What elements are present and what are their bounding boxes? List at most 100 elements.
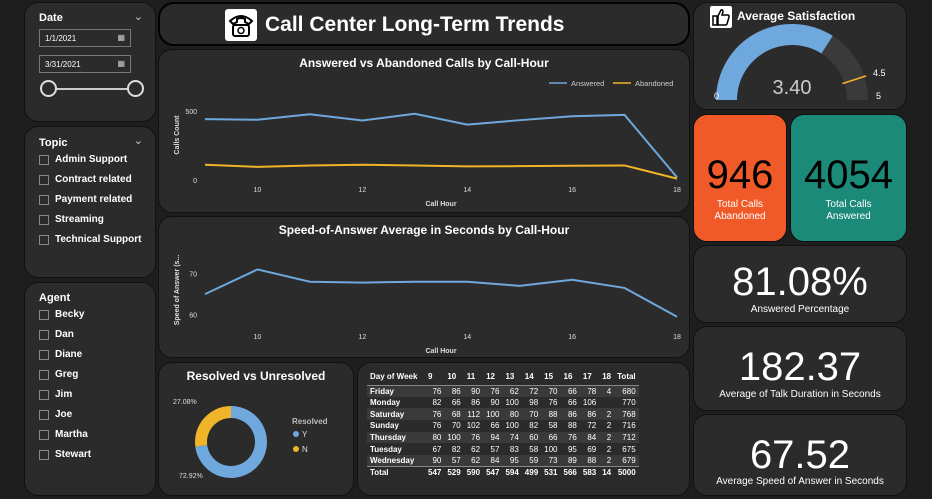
table-header[interactable]: 13 (505, 372, 515, 381)
agent-option[interactable]: Greg (39, 369, 78, 380)
date-slicer-title: Date (39, 12, 63, 24)
table-header[interactable]: 18 (602, 372, 612, 381)
table-cell: 102 (466, 421, 481, 431)
legend-dot (293, 431, 299, 437)
table-cell: 14 (599, 466, 615, 479)
topic-option[interactable]: Payment related (39, 194, 132, 205)
y-tick-label: 60 (189, 313, 197, 320)
calendar-icon[interactable]: ▦ (117, 33, 125, 42)
table-header[interactable]: 9 (428, 372, 433, 381)
table-cell: 68 (444, 408, 464, 421)
y-axis-label: Speed of Answer (s... (174, 255, 181, 326)
donut-slice-N[interactable] (195, 406, 231, 447)
checkbox[interactable] (39, 349, 49, 360)
table-row: Saturday 76 68 112 100 80 70 88 86 86 2 768 (367, 408, 639, 421)
calendar-icon[interactable]: ▦ (117, 59, 125, 68)
phone-icon (225, 9, 257, 41)
table-cell: 90 (463, 385, 484, 397)
series-line-abandoned[interactable] (204, 163, 678, 180)
agent-slicer-title: Agent (39, 292, 71, 304)
checkbox[interactable] (39, 389, 49, 400)
table-cell: 566 (560, 466, 580, 479)
topic-option[interactable]: Streaming (39, 214, 104, 225)
table-header[interactable]: 15 (544, 372, 554, 381)
end-date-input[interactable]: 3/31/2021 ▦ (39, 55, 131, 73)
agent-option-label: Becky (55, 309, 85, 320)
table-cell: 82 (432, 398, 442, 408)
topic-slicer: Topic ⌄ Admin Support Contract related Pay… (24, 126, 156, 278)
date-range-start-handle[interactable] (40, 80, 57, 97)
chevron-down-icon[interactable]: ⌄ (133, 135, 143, 147)
table-cell: 70 (521, 408, 542, 421)
slice-label: 27.08% (173, 399, 197, 406)
agent-option[interactable]: Martha (39, 429, 88, 440)
topic-option[interactable]: Technical Support (39, 234, 142, 245)
row-label: Thursday (367, 431, 425, 444)
checkbox[interactable] (39, 234, 49, 245)
table-header[interactable]: 12 (486, 372, 495, 381)
agent-option[interactable]: Joe (39, 409, 72, 420)
agent-option[interactable]: Stewart (39, 449, 91, 460)
table-cell: 67 (432, 444, 442, 454)
series-line-speed-of-answer[interactable] (204, 268, 678, 318)
checkbox[interactable] (39, 449, 49, 460)
legend-label: Y (302, 430, 308, 439)
table-cell: 76 (432, 421, 442, 431)
table-cell: 66 (451, 398, 461, 408)
table-cell: 100 (505, 421, 519, 431)
table-cell: 768 (614, 408, 639, 421)
table-cell: 88 (579, 455, 600, 467)
agent-option[interactable]: Becky (39, 309, 84, 320)
table-header[interactable]: 17 (582, 372, 592, 381)
checkbox[interactable] (39, 409, 49, 420)
table-header[interactable]: Day of Week (370, 372, 418, 381)
table-row: Tuesday 67 82 62 57 83 58 100 95 69 2 675 (367, 443, 639, 455)
checkbox[interactable] (39, 174, 49, 185)
chevron-down-icon[interactable]: ⌄ (133, 11, 143, 23)
table-cell: 86 (560, 408, 580, 421)
donut-slice-Y[interactable] (195, 406, 267, 478)
checkbox[interactable] (39, 214, 49, 225)
table-cell: 73 (541, 455, 561, 467)
end-date-value: 3/31/2021 (45, 60, 81, 69)
gauge-max: 5 (876, 91, 881, 101)
topic-option-label: Payment related (55, 194, 133, 205)
table-cell: 62 (463, 455, 484, 467)
checkbox[interactable] (39, 369, 49, 380)
series-line-answered[interactable] (204, 112, 678, 178)
agent-option[interactable]: Diane (39, 349, 82, 360)
checkbox[interactable] (39, 194, 49, 205)
checkbox[interactable] (39, 309, 49, 320)
checkbox[interactable] (39, 329, 49, 340)
agent-option[interactable]: Dan (39, 329, 74, 340)
table-cell: 76 (425, 385, 445, 397)
table-header[interactable]: 11 (466, 372, 476, 381)
table-header[interactable]: Total (617, 372, 636, 381)
header-bar: Call Center Long-Term Trends (158, 2, 690, 46)
table-cell: 112 (463, 408, 484, 421)
talk-duration-card: 182.37 Average of Talk Duration in Secon… (693, 326, 907, 411)
row-label: Wednesday (367, 455, 425, 467)
table-cell: 60 (521, 431, 542, 444)
table-cell: 84 (483, 455, 503, 467)
start-date-input[interactable]: 1/1/2021 ▦ (39, 29, 131, 47)
table-row: Friday 76 86 90 76 62 72 70 66 78 4 680 (367, 385, 639, 397)
gauge-min: 0 (714, 91, 719, 101)
x-tick-label: 16 (568, 187, 576, 194)
table-header[interactable]: 14 (524, 372, 534, 381)
checkbox[interactable] (39, 429, 49, 440)
table-cell: 712 (614, 431, 639, 444)
topic-option[interactable]: Contract related (39, 174, 132, 185)
checkbox[interactable] (39, 154, 49, 165)
table-cell: 770 (622, 398, 636, 408)
talk-duration-value: 182.37 (738, 345, 862, 389)
row-label: Saturday (367, 408, 425, 421)
table-header[interactable]: 10 (447, 372, 457, 381)
table-header[interactable]: 16 (563, 372, 573, 381)
table-cell: 57 (490, 444, 500, 454)
date-range-end-handle[interactable] (127, 80, 144, 97)
agent-option[interactable]: Jim (39, 389, 72, 400)
row-label: Monday (370, 398, 401, 408)
x-tick-label: 14 (463, 334, 471, 341)
topic-option[interactable]: Admin Support (39, 154, 127, 165)
